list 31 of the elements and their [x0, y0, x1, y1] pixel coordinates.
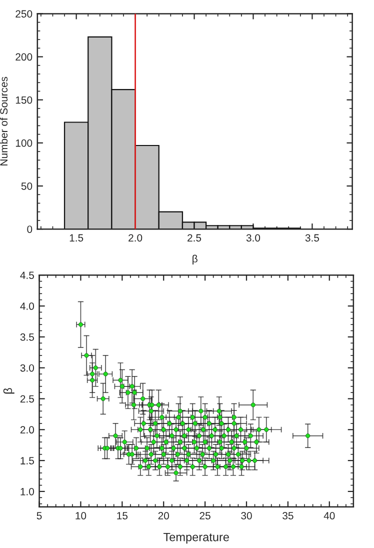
- y-tick-label: 1.5: [20, 457, 34, 464]
- y-tick-label: 3.5: [20, 333, 34, 341]
- y-tick-label: 4.5: [20, 272, 34, 279]
- x-tick-label: 5: [36, 512, 42, 520]
- y-tick-label: 1.0: [20, 488, 34, 496]
- x-tick-label: 30: [241, 512, 252, 520]
- x-tick-label: 3.5: [305, 234, 320, 242]
- x-axis-title: Temperature: [163, 533, 229, 544]
- x-tick-label: 3.0: [246, 234, 260, 242]
- x-tick-label: 15: [117, 512, 128, 520]
- y-tick-label: 100: [16, 139, 32, 147]
- y-tick-label: 50: [21, 182, 32, 190]
- x-tick-label: 25: [200, 512, 210, 520]
- x-tick-label: 2.5: [188, 234, 202, 242]
- x-tick-label: 35: [282, 512, 294, 520]
- y-tick-label: 3.0: [20, 364, 34, 372]
- x-axis-title: β: [192, 254, 198, 264]
- y-tick-label: 150: [16, 96, 32, 104]
- y-tick-label: 4.0: [20, 302, 34, 310]
- x-tick-label: 10: [76, 512, 86, 520]
- y-tick-label: 2.5: [20, 395, 34, 403]
- x-tick-label: 1.5: [70, 234, 84, 242]
- x-tick-label: 40: [324, 512, 335, 520]
- y-tick-label: 0: [27, 226, 32, 233]
- x-tick-label: 2.0: [128, 234, 142, 242]
- y-axis-title: β: [3, 388, 14, 394]
- y-axis-title: Number of Sources: [0, 76, 8, 166]
- y-tick-label: 2.0: [20, 426, 34, 434]
- y-tick-label: 200: [16, 53, 32, 61]
- y-tick-label: 250: [16, 10, 32, 18]
- x-tick-label: 20: [158, 512, 169, 520]
